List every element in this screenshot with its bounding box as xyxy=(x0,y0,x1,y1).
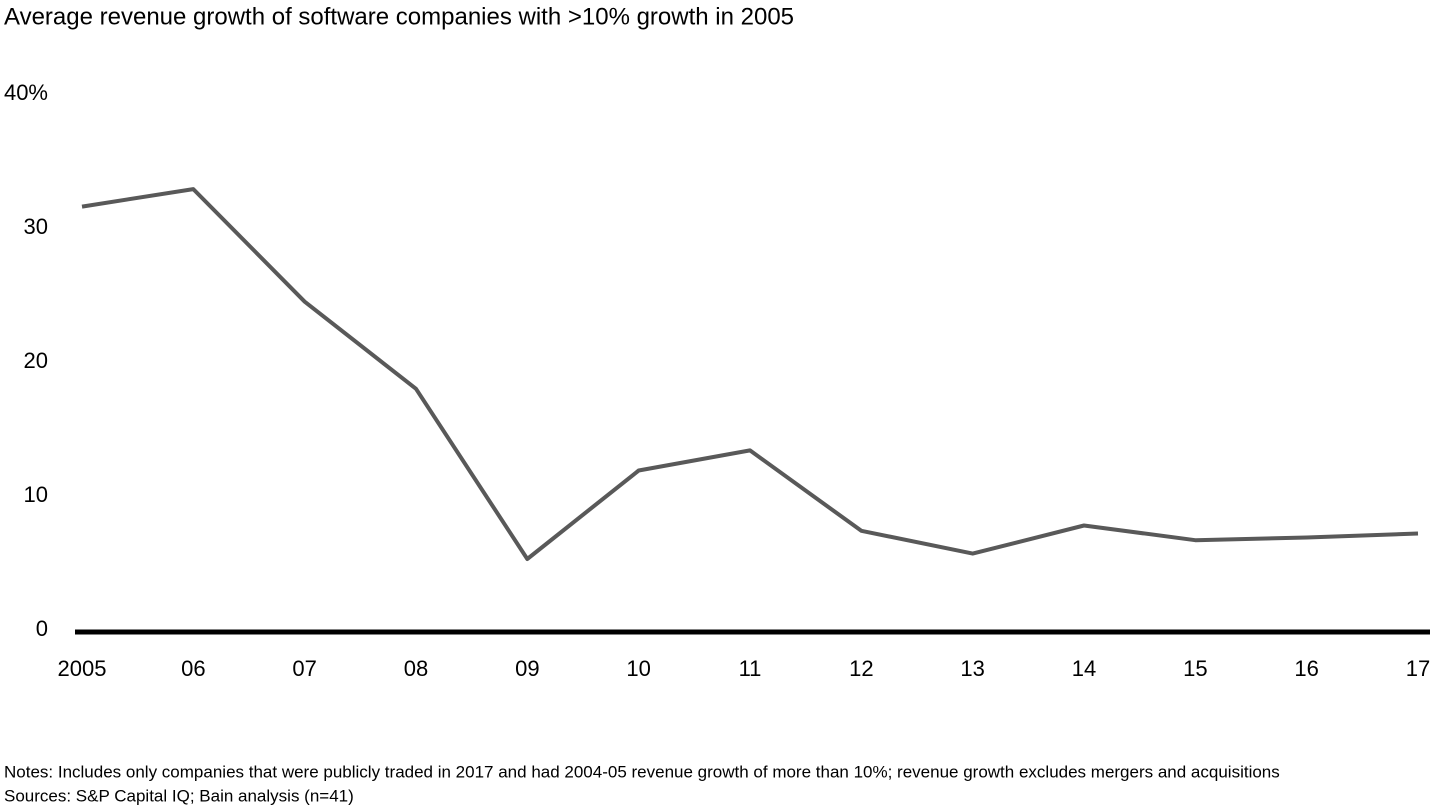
y-tick-label: 40% xyxy=(4,80,48,105)
x-tick-label: 14 xyxy=(1072,656,1096,681)
x-tick-label: 07 xyxy=(292,656,316,681)
y-tick-label: 10 xyxy=(24,482,48,507)
x-tick-label: 08 xyxy=(404,656,428,681)
x-tick-label: 06 xyxy=(181,656,205,681)
y-tick-label: 20 xyxy=(24,348,48,373)
x-tick-label: 12 xyxy=(849,656,873,681)
x-tick-label: 15 xyxy=(1183,656,1207,681)
x-tick-label: 10 xyxy=(626,656,650,681)
x-tick-label: 16 xyxy=(1294,656,1318,681)
chart-title: Average revenue growth of software compa… xyxy=(4,3,794,30)
sources: Sources: S&P Capital IQ; Bain analysis (… xyxy=(4,786,354,805)
x-tick-label: 2005 xyxy=(58,656,107,681)
notes: Notes: Includes only companies that were… xyxy=(4,762,1280,781)
data-line xyxy=(81,187,1419,561)
y-tick-label: 0 xyxy=(36,616,48,641)
x-tick-label: 11 xyxy=(739,656,762,681)
x-tick-label: 17 xyxy=(1406,656,1430,681)
x-tick-label: 13 xyxy=(960,656,984,681)
y-tick-label: 30 xyxy=(24,214,48,239)
x-tick-label: 09 xyxy=(515,656,539,681)
